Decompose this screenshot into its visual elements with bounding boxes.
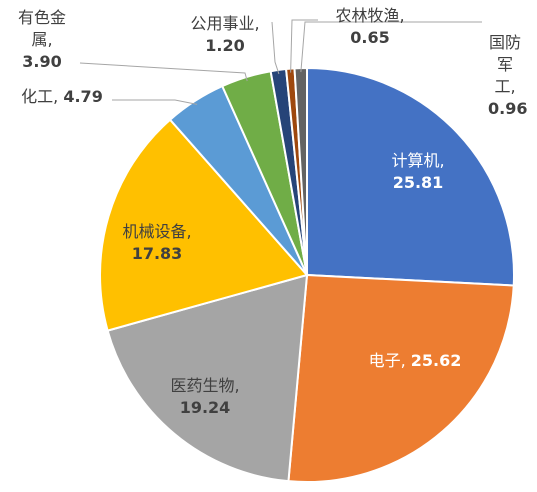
data-label: 有色金属, 3.90 — [11, 7, 73, 73]
data-label: 化工, 4.79 — [0, 86, 127, 108]
value-label: 4.79 — [63, 87, 103, 106]
leader-line — [79, 62, 248, 82]
data-label: 国防军工, 0.96 — [488, 32, 527, 120]
category-label: 医药生物, — [170, 376, 240, 395]
data-label: 机械设备, 17.83 — [102, 221, 212, 265]
data-label: 公用事业, 1.20 — [175, 13, 275, 57]
category-label: 机械设备, — [122, 222, 192, 241]
data-label: 电子, 25.62 — [315, 350, 515, 372]
value-label: 0.65 — [350, 28, 390, 47]
category-label: 公用事业, — [190, 14, 260, 33]
leader-line — [290, 19, 318, 73]
value-label: 17.83 — [131, 244, 183, 263]
value-label: 1.20 — [205, 36, 245, 55]
category-label: 化工, — [21, 87, 59, 106]
data-label: 计算机, 25.81 — [373, 150, 463, 194]
leader-line — [271, 21, 280, 75]
value-label: 19.24 — [179, 398, 231, 417]
data-label: 医药生物, 19.24 — [150, 375, 260, 419]
leader-line — [300, 21, 482, 73]
value-label: 25.81 — [392, 173, 444, 192]
data-label: 农林牧渔, 0.65 — [320, 5, 420, 49]
value-label: 0.96 — [488, 99, 528, 118]
category-label: 农林牧渔, — [335, 6, 405, 25]
category-label: 电子, — [368, 351, 406, 370]
pie-slice — [287, 273, 515, 483]
leader-line — [112, 99, 198, 105]
category-label: 计算机, — [391, 151, 445, 170]
value-label: 25.62 — [410, 351, 462, 370]
category-label: 有色金属, — [17, 8, 66, 49]
pie-slice — [99, 118, 309, 332]
pie-slice — [106, 273, 309, 483]
value-label: 3.90 — [22, 52, 62, 71]
pie-slice — [306, 66, 515, 287]
category-label: 国防军工, — [488, 33, 521, 96]
